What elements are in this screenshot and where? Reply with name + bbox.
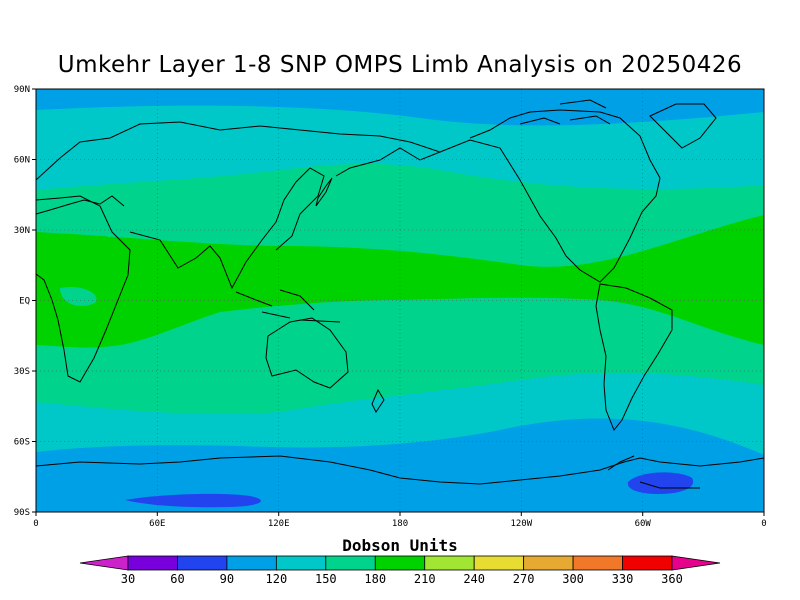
coast-eurasia-north xyxy=(35,121,442,181)
lat-axis-labels: 90N 60N 30N EQ 30S 60S 90S xyxy=(14,85,30,518)
band-60-90-weddell xyxy=(627,472,694,494)
coast-japan xyxy=(315,177,333,207)
lat-label: 90S xyxy=(14,508,30,518)
colorbar-level-label: 30 xyxy=(121,572,135,586)
lon-label: 60W xyxy=(635,519,652,529)
colorbar-level-label: 330 xyxy=(612,572,634,586)
colorbar-swatch xyxy=(325,555,376,571)
colorbar-swatch xyxy=(473,555,525,571)
colorbar-swatch xyxy=(622,555,673,571)
coast-east-asia xyxy=(245,167,325,263)
band-60-90-south xyxy=(125,493,261,508)
coast-antarctica xyxy=(35,455,765,485)
coast-greenland xyxy=(649,103,717,149)
lat-label: 30N xyxy=(14,226,30,236)
coast-south-asia xyxy=(129,231,247,290)
lon-label: 60E xyxy=(149,519,165,529)
colorbar-level-label: 360 xyxy=(661,572,683,586)
colorbar: 30 60 90 120 150 180 210 240 270 300 330 360 xyxy=(79,555,721,586)
coast-indonesia xyxy=(235,289,341,323)
colorbar-swatch xyxy=(572,555,623,571)
lat-label: EQ xyxy=(19,297,30,307)
lat-label: 30S xyxy=(14,367,30,377)
coast-south-america xyxy=(595,283,673,431)
lon-label: 0 xyxy=(761,519,766,529)
graticule xyxy=(36,89,764,512)
colorbar-swatch xyxy=(226,555,277,571)
band-150-180-mid xyxy=(60,286,97,306)
lon-label: 0 xyxy=(33,519,38,529)
colorbar-level-label: 90 xyxy=(220,572,234,586)
colorbar-arrow-high xyxy=(671,555,721,571)
map-title: Umkehr Layer 1-8 SNP OMPS Limb Analysis … xyxy=(57,52,743,78)
lon-label: 120E xyxy=(268,519,290,529)
lat-label: 90N xyxy=(14,85,30,95)
coast-north-america xyxy=(439,109,661,283)
coast-australia xyxy=(265,317,349,389)
colorbar-level-label: 180 xyxy=(364,572,386,586)
coast-arctic-islands xyxy=(519,99,611,125)
colorbar-swatch xyxy=(177,555,228,571)
colorbar-arrow-low xyxy=(79,555,129,571)
colorbar-level-label: 300 xyxy=(562,572,584,586)
colorbar-level-label: 150 xyxy=(315,572,337,586)
lon-label: 120W xyxy=(510,519,532,529)
tick-marks xyxy=(32,88,765,516)
lat-label: 60N xyxy=(14,156,30,166)
coast-new-zealand xyxy=(371,388,385,413)
colorbar-swatch xyxy=(523,555,574,571)
lat-label: 60S xyxy=(14,438,30,448)
colorbar-swatch xyxy=(374,555,426,571)
colorbar-title: Dobson Units xyxy=(342,536,458,555)
coast-antarctic-peninsula xyxy=(607,455,700,489)
coastlines xyxy=(35,99,765,489)
colorbar-swatch xyxy=(275,555,327,571)
colorbar-level-label: 120 xyxy=(266,572,288,586)
colorbar-level-label: 240 xyxy=(463,572,485,586)
colorbar-level-label: 60 xyxy=(170,572,184,586)
colorbar-level-label: 210 xyxy=(414,572,436,586)
colorbar-swatch xyxy=(424,555,475,571)
colorbar-swatch xyxy=(127,555,178,571)
coast-europe xyxy=(35,195,125,215)
lon-label: 180 xyxy=(392,519,408,529)
lon-axis-labels: 0 60E 120E 180 120W 60W 0 xyxy=(33,519,766,529)
colorbar-level-label: 270 xyxy=(513,572,535,586)
